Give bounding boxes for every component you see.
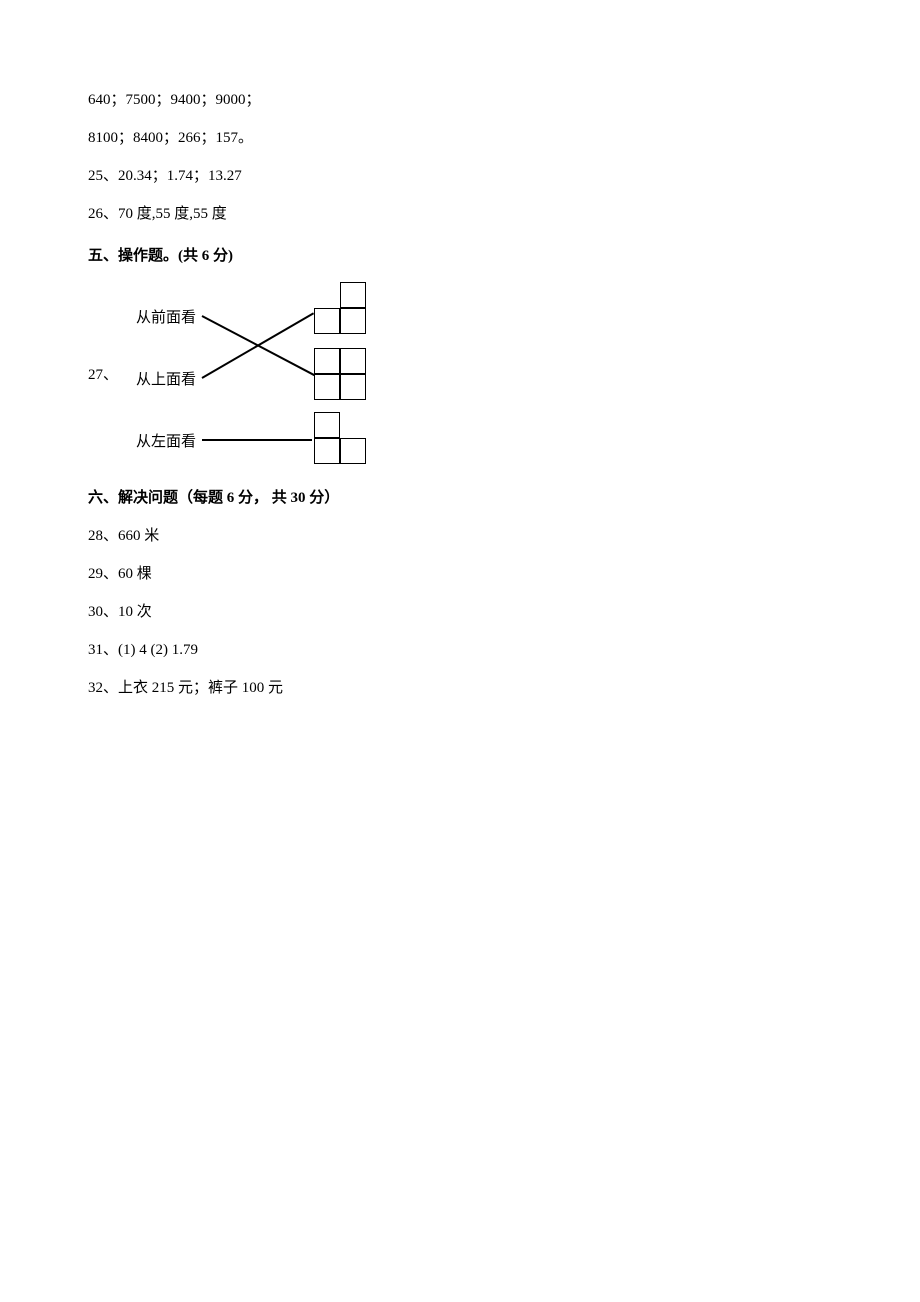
- answer-q30: 30、10 次: [88, 600, 920, 624]
- shape-top-right-L: [314, 282, 366, 334]
- label-left-view: 从左面看: [136, 430, 196, 454]
- answer-q32: 32、上衣 215 元；裤子 100 元: [88, 676, 920, 700]
- cell: [340, 348, 366, 374]
- cell: [314, 412, 340, 438]
- answer-line-4: 26、70 度,55 度,55 度: [88, 202, 920, 226]
- answer-q29: 29、60 棵: [88, 562, 920, 586]
- question-27-number: 27、: [88, 363, 118, 387]
- section-6-heading: 六、解决问题（每题 6 分， 共 30 分）: [88, 486, 920, 510]
- cell: [340, 438, 366, 464]
- shape-2x2-square: [314, 348, 366, 400]
- cell: [340, 374, 366, 400]
- answer-q28: 28、660 米: [88, 524, 920, 548]
- connector-line-3: [202, 439, 312, 441]
- answer-line-2: 8100；8400；266；157。: [88, 126, 920, 150]
- answer-line-3: 25、20.34；1.74；13.27: [88, 164, 920, 188]
- answer-q31: 31、(1) 4 (2) 1.79: [88, 638, 920, 662]
- matching-diagram: 从前面看 从上面看 从左面看: [122, 282, 382, 468]
- section-5-heading: 五、操作题。(共 6 分): [88, 244, 920, 268]
- shape-bottom-L: [314, 412, 366, 464]
- cell: [314, 374, 340, 400]
- cell: [314, 438, 340, 464]
- cell: [314, 308, 340, 334]
- label-front-view: 从前面看: [136, 306, 196, 330]
- answer-line-1: 640；7500；9400；9000；: [88, 88, 920, 112]
- cell: [340, 282, 366, 308]
- cell: [314, 348, 340, 374]
- cell: [340, 308, 366, 334]
- question-27-container: 27、 从前面看 从上面看 从左面看: [88, 282, 920, 468]
- connector-line-2: [202, 312, 315, 379]
- label-top-view: 从上面看: [136, 368, 196, 392]
